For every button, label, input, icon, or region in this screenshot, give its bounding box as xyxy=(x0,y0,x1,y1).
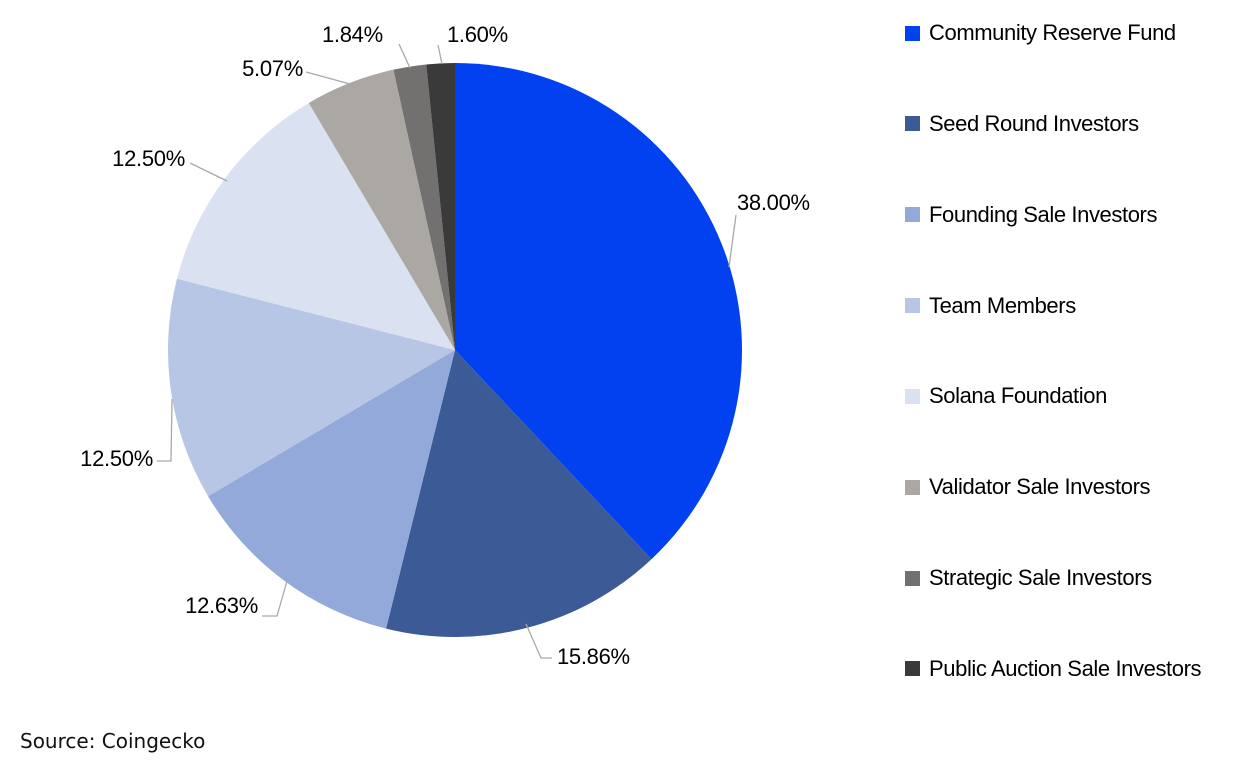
pie-slice-team-members xyxy=(167,278,455,497)
leader-line xyxy=(525,623,552,659)
pie-slice-founding-sale-investors xyxy=(208,350,455,629)
pie-slice-public-auction-sale-investors xyxy=(426,63,455,350)
leader-line xyxy=(157,398,173,462)
pie-slice-seed-round-investors xyxy=(386,350,652,638)
legend: Community Reserve Fund Seed Round Investo… xyxy=(905,0,1253,767)
legend-item-public-auction-sale-investors: Public Auction Sale Investors xyxy=(905,654,1202,684)
legend-swatch xyxy=(905,116,920,132)
legend-swatch xyxy=(905,570,920,586)
pie-slice-validator-sale-investors xyxy=(308,69,455,351)
legend-swatch xyxy=(905,479,920,495)
legend-item-solana-foundation: Solana Foundation xyxy=(905,381,1107,411)
legend-label: Solana Foundation xyxy=(929,383,1107,409)
legend-swatch xyxy=(905,661,920,677)
source-note: Source: Coingecko xyxy=(20,729,206,753)
leader-line xyxy=(728,214,737,268)
legend-item-team-members: Team Members xyxy=(905,291,1076,321)
pie-slice-strategic-sale-investors xyxy=(393,64,455,350)
legend-swatch xyxy=(905,25,920,41)
pie-slice-solana-foundation xyxy=(176,103,455,350)
slice-label: 5.07% xyxy=(242,56,303,81)
slice-label: 38.00% xyxy=(737,190,810,215)
leader-line xyxy=(398,43,411,69)
legend-label: Public Auction Sale Investors xyxy=(929,655,1202,681)
legend-swatch xyxy=(905,388,920,404)
slice-label: 12.63% xyxy=(185,593,258,618)
leader-line xyxy=(437,44,443,65)
legend-label: Community Reserve Fund xyxy=(929,20,1176,45)
legend-label: Validator Sale Investors xyxy=(929,474,1151,500)
slice-label: 15.86% xyxy=(557,644,630,669)
slice-label: 12.50% xyxy=(112,146,185,171)
legend-swatch xyxy=(905,298,920,314)
leader-line xyxy=(305,71,351,85)
leader-line xyxy=(189,162,228,182)
legend-item-community-reserve-fund: Community Reserve Fund xyxy=(905,18,1176,48)
legend-label: Founding Sale Investors xyxy=(929,201,1158,227)
legend-item-strategic-sale-investors: Strategic Sale Investors xyxy=(905,563,1152,593)
pie-slice-community-reserve-fund xyxy=(455,63,743,560)
legend-swatch xyxy=(905,207,920,223)
slice-label: 1.84% xyxy=(322,22,383,47)
legend-item-seed-round-investors: Seed Round Investors xyxy=(905,109,1139,139)
slice-label: 1.60% xyxy=(447,22,508,47)
legend-label: Strategic Sale Investors xyxy=(929,565,1152,591)
leader-line xyxy=(262,580,288,617)
legend-label: Team Members xyxy=(929,292,1076,318)
legend-item-validator-sale-investors: Validator Sale Investors xyxy=(905,472,1151,502)
legend-item-founding-sale-investors: Founding Sale Investors xyxy=(905,200,1157,230)
legend-label: Seed Round Investors xyxy=(929,110,1139,136)
slice-label: 12.50% xyxy=(80,446,153,471)
